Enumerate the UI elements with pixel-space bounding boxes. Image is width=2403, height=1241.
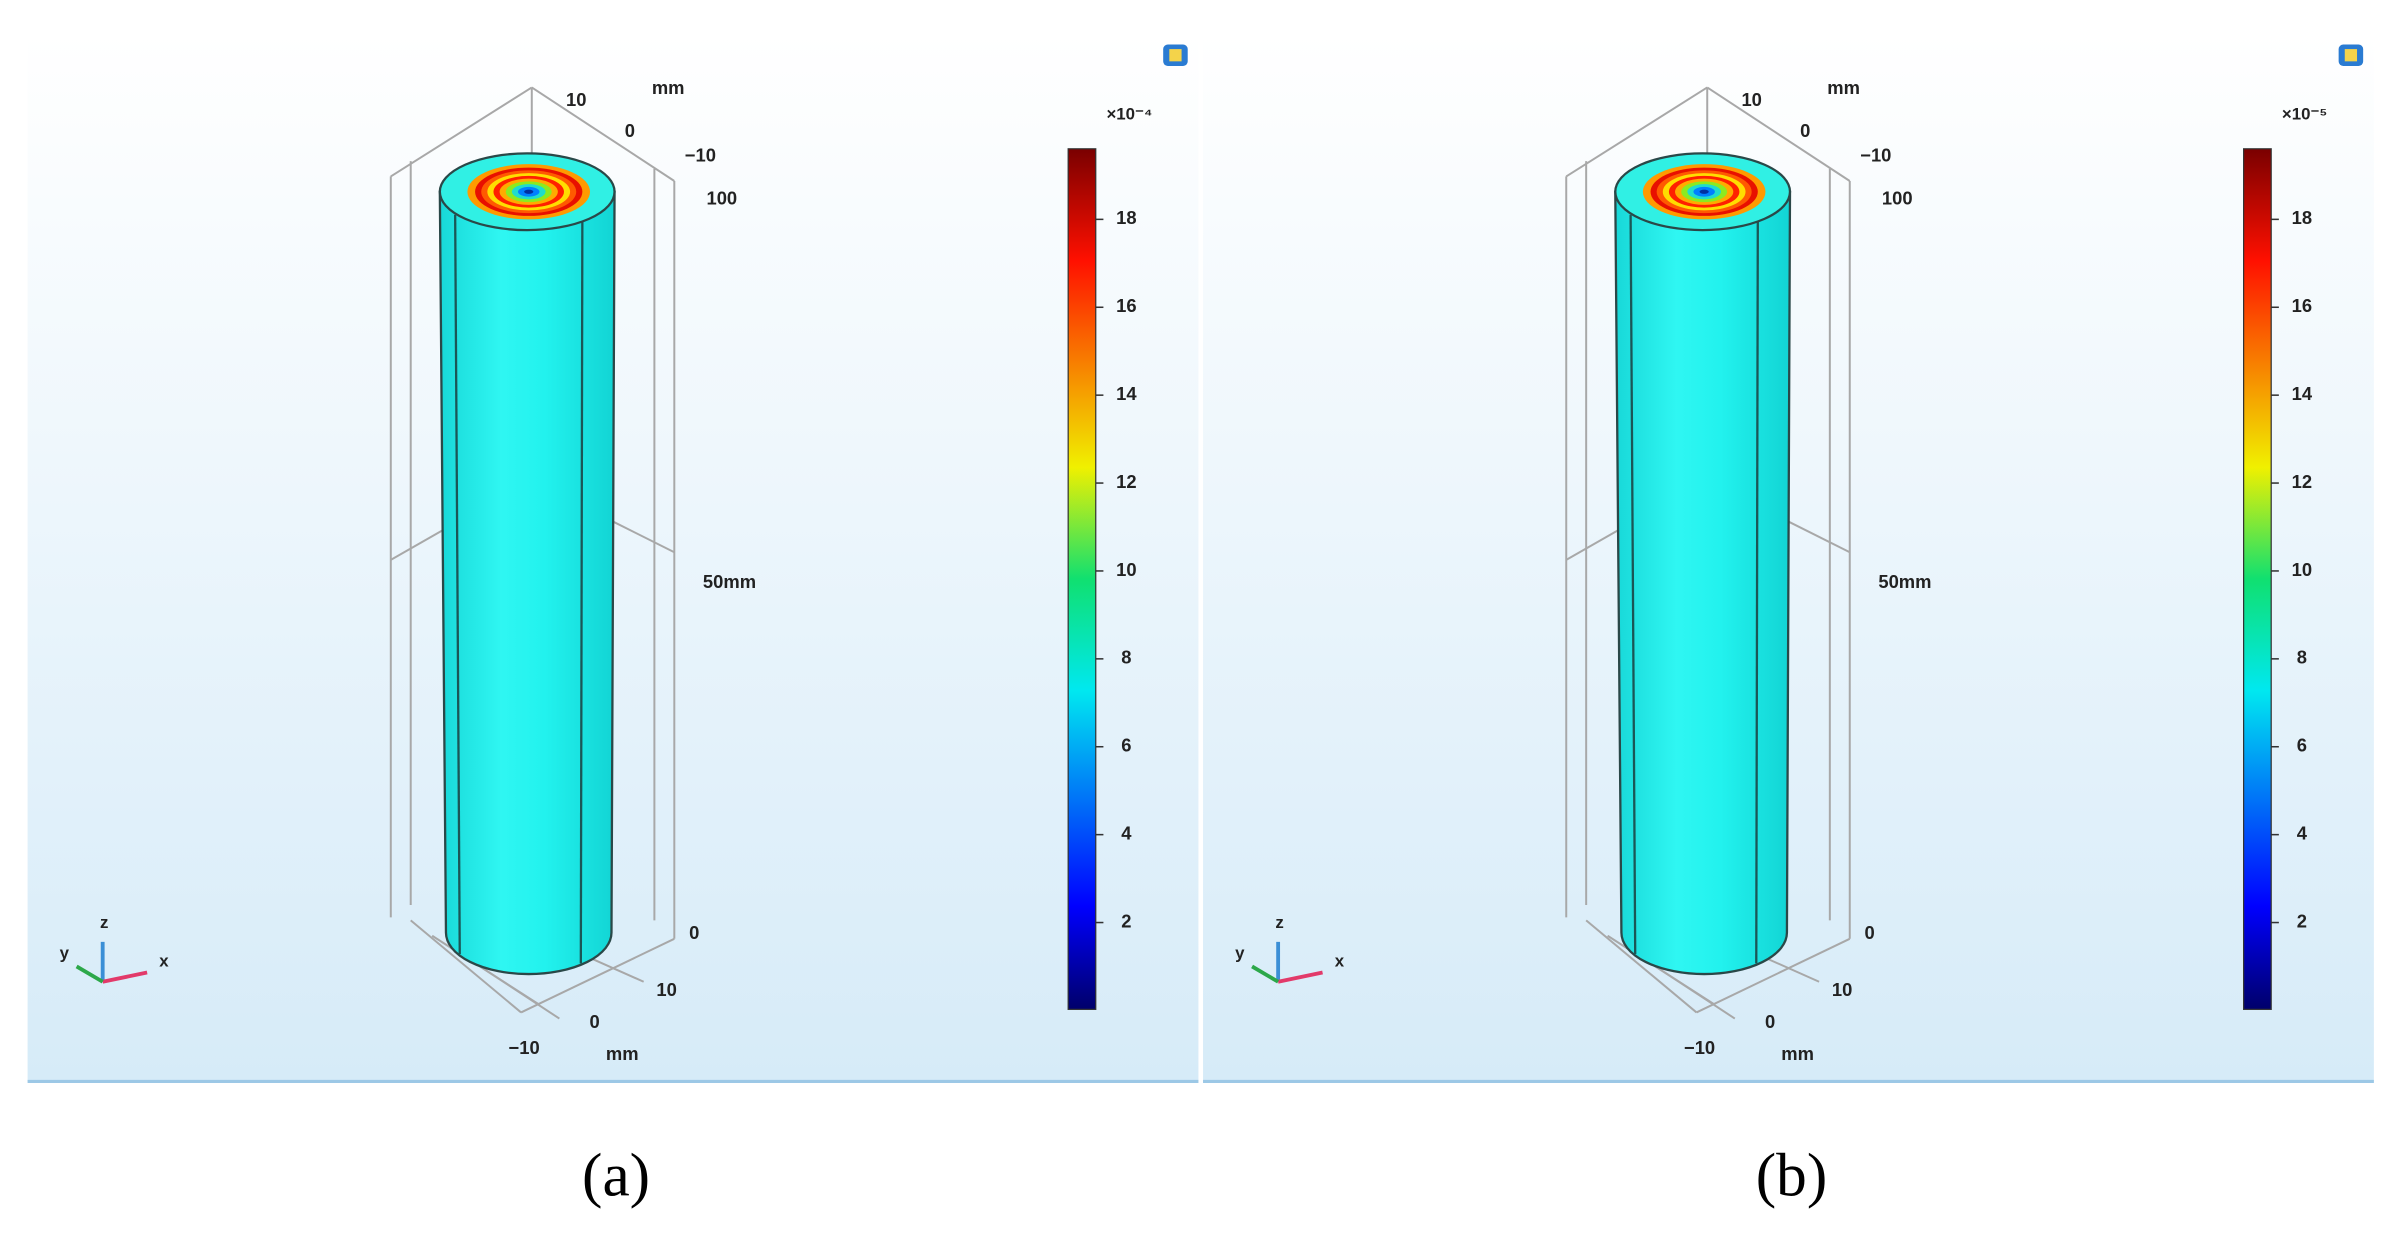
bounding-box-line	[390, 86, 533, 178]
label: 4	[2297, 822, 2308, 843]
label: z	[100, 913, 108, 932]
label: 0	[590, 1011, 600, 1032]
bounding-box-line	[1565, 86, 1708, 178]
label: 10	[1741, 89, 1761, 110]
label: 6	[1121, 735, 1131, 756]
label: 10	[2292, 559, 2312, 580]
label: 0	[1865, 922, 1875, 943]
label: 10	[656, 979, 676, 1000]
label: 0	[625, 120, 635, 141]
label: −10	[1684, 1037, 1715, 1058]
triad-y	[75, 964, 104, 984]
label: x	[159, 951, 169, 970]
label: 50mm	[703, 571, 756, 592]
bounding-box-line	[410, 919, 522, 1014]
bounding-box-line	[1565, 528, 1621, 561]
triad-y	[1251, 964, 1280, 984]
bounding-box-line	[531, 86, 675, 182]
label: 16	[1116, 295, 1136, 316]
label: mm	[1781, 1043, 1814, 1064]
cylinder-edge	[579, 217, 584, 964]
colorbar	[1067, 148, 1097, 1010]
bounding-box-line	[520, 937, 675, 1014]
bounding-box-line	[612, 520, 675, 554]
label: mm	[606, 1043, 639, 1064]
cylinder-edge	[1629, 214, 1637, 955]
bounding-box-line	[1585, 919, 1698, 1014]
triad-x	[1277, 970, 1323, 984]
label: y	[1235, 944, 1245, 963]
label: 8	[1121, 647, 1131, 668]
label: y	[60, 944, 70, 963]
colorbar	[2243, 148, 2272, 1010]
label: 18	[2292, 207, 2312, 228]
label: 100	[706, 187, 737, 208]
label: −10	[685, 144, 716, 165]
label: 10	[1832, 979, 1852, 1000]
label: 10	[1116, 559, 1136, 580]
panel-label: (b)	[1756, 1141, 1827, 1209]
toolbar-icon-inner	[2344, 49, 2358, 62]
temperature-ring	[524, 189, 534, 194]
label: 0	[689, 922, 699, 943]
triad-x	[102, 970, 148, 984]
label: z	[1275, 913, 1283, 932]
label: ×10⁻⁵	[2282, 104, 2327, 123]
label: 12	[2292, 471, 2312, 492]
label: 2	[1121, 910, 1131, 931]
bounding-box-line	[1788, 520, 1851, 554]
label: −10	[509, 1037, 540, 1058]
label: 16	[2292, 295, 2312, 316]
cylinder-edge	[454, 214, 461, 955]
label: 14	[1116, 383, 1137, 404]
label: 100	[1882, 187, 1913, 208]
label: 0	[1800, 120, 1810, 141]
label: 10	[566, 89, 586, 110]
label: x	[1335, 951, 1345, 970]
label: 50mm	[1878, 571, 1931, 592]
label: 6	[2297, 735, 2307, 756]
label: ×10⁻⁴	[1106, 104, 1152, 123]
panel-label: (a)	[582, 1141, 650, 1209]
bounding-box-line	[1706, 86, 1851, 182]
toolbar-icon-inner	[1169, 49, 1182, 62]
cylinder-body	[438, 190, 616, 976]
label: 8	[2297, 647, 2307, 668]
bounding-box-line	[1696, 937, 1851, 1014]
cylinder-edge	[1755, 217, 1759, 964]
temperature-ring	[1699, 189, 1709, 194]
label: 12	[1116, 471, 1136, 492]
label: mm	[1827, 77, 1860, 98]
label: 18	[1116, 207, 1136, 228]
bounding-box-line	[390, 528, 445, 561]
label: 14	[2292, 383, 2313, 404]
label: 4	[1121, 822, 1132, 843]
label: 2	[2297, 910, 2307, 931]
label: mm	[652, 77, 685, 98]
cylinder-body	[1614, 190, 1792, 976]
label: −10	[1860, 144, 1891, 165]
label: 0	[1765, 1011, 1775, 1032]
